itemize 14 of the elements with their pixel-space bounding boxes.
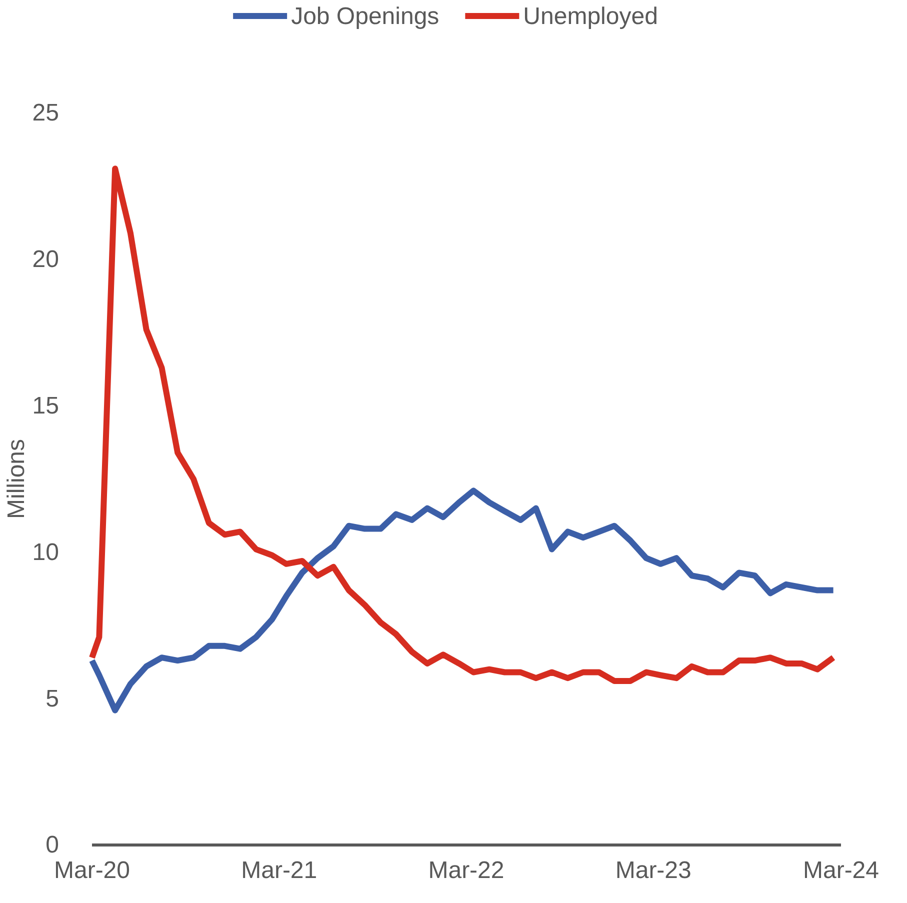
- y-axis-title: Millions: [3, 438, 30, 520]
- legend-label: Job Openings: [291, 3, 440, 30]
- y-tick-label: 15: [32, 392, 59, 420]
- x-tick-label: Mar-20: [54, 857, 130, 884]
- y-tick-label: 20: [32, 246, 59, 274]
- x-tick-label: Mar-24: [802, 857, 880, 884]
- y-tick-label: 25: [32, 100, 59, 127]
- legend-label: Unemployed: [523, 3, 658, 30]
- y-tick-label: 10: [32, 538, 59, 566]
- x-tick-label: Mar-21: [241, 857, 318, 884]
- x-tick-label: Mar-22: [428, 857, 504, 884]
- y-tick-label: 5: [46, 685, 59, 712]
- y-tick-label: 0: [46, 832, 59, 859]
- x-tick-label: Mar-23: [615, 857, 692, 884]
